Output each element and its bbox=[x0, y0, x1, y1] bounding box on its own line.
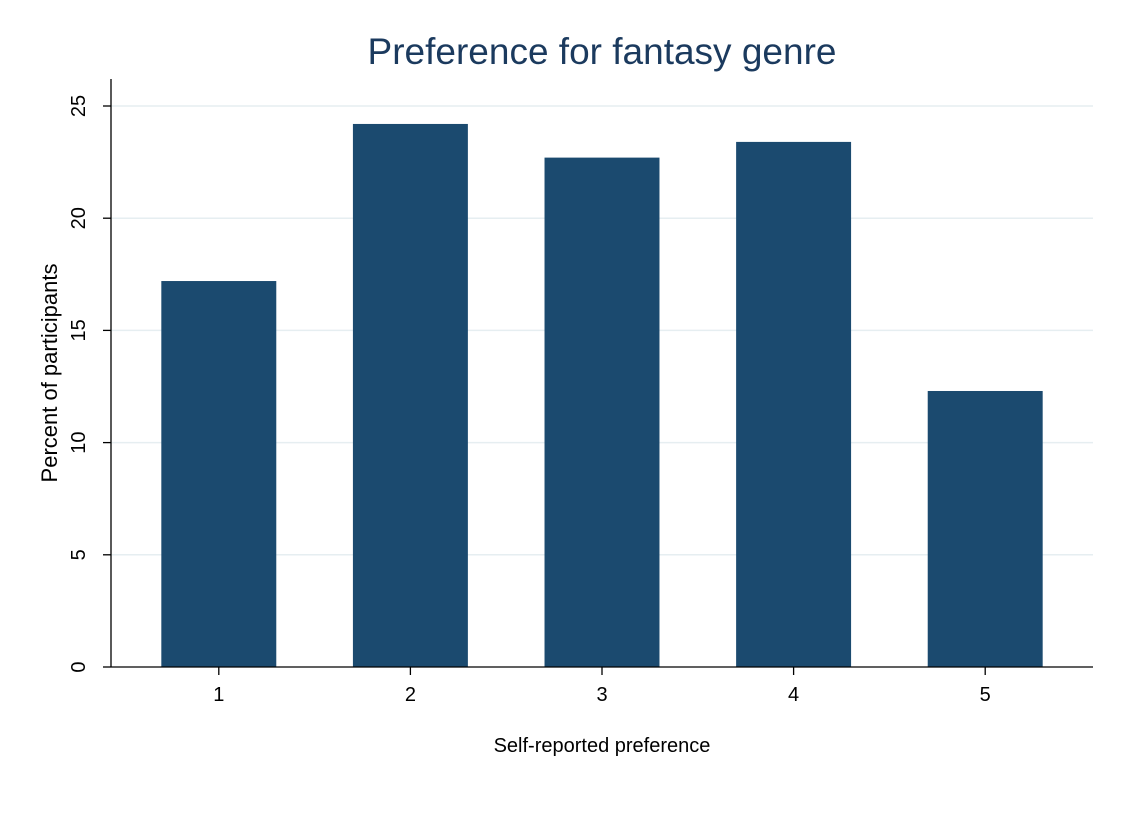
bar-4 bbox=[736, 141, 852, 668]
bars bbox=[161, 123, 1043, 668]
y-tick-label-15: 15 bbox=[68, 319, 90, 341]
bar-3 bbox=[544, 157, 660, 667]
y-tick-label-5: 5 bbox=[68, 549, 90, 560]
y-tick-label-10: 10 bbox=[68, 431, 90, 453]
y-tick-label-0: 0 bbox=[68, 661, 90, 672]
bar-1 bbox=[161, 281, 277, 667]
y-ticks: 0 5 10 15 20 25 bbox=[68, 95, 111, 673]
y-tick-label-20: 20 bbox=[68, 207, 90, 229]
x-ticks: 1 2 3 4 5 bbox=[213, 667, 991, 706]
x-tick-label-5: 5 bbox=[980, 684, 991, 706]
bar-5 bbox=[927, 390, 1043, 667]
x-tick-label-4: 4 bbox=[788, 684, 799, 706]
x-tick-label-2: 2 bbox=[405, 684, 416, 706]
bar-2 bbox=[352, 123, 468, 667]
chart-title: Preference for fantasy genre bbox=[368, 31, 837, 72]
x-tick-label-3: 3 bbox=[596, 684, 607, 706]
y-axis-label: Percent of participants bbox=[37, 264, 62, 483]
y-tick-label-25: 25 bbox=[68, 95, 90, 117]
x-tick-label-1: 1 bbox=[213, 684, 224, 706]
x-axis-label: Self-reported preference bbox=[494, 735, 711, 757]
